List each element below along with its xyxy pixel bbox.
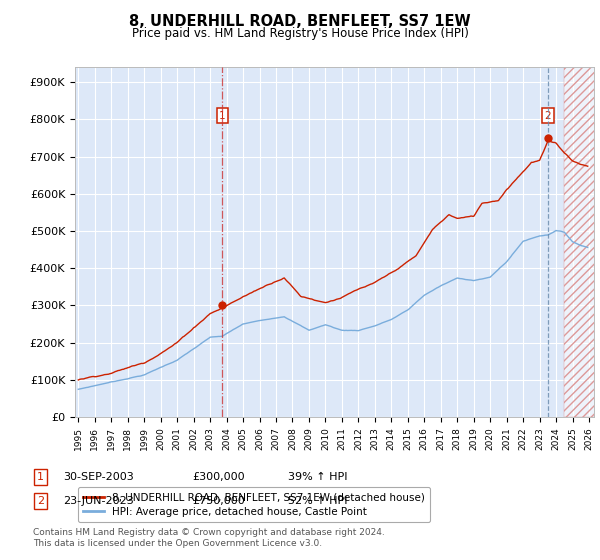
Text: 1: 1	[219, 111, 226, 120]
Text: 30-SEP-2003: 30-SEP-2003	[63, 472, 134, 482]
Text: £750,000: £750,000	[192, 496, 245, 506]
Bar	[565, 67, 597, 417]
Text: £300,000: £300,000	[192, 472, 245, 482]
Text: 2: 2	[37, 496, 44, 506]
Text: 23-JUN-2023: 23-JUN-2023	[63, 496, 134, 506]
Text: 8, UNDERHILL ROAD, BENFLEET, SS7 1EW: 8, UNDERHILL ROAD, BENFLEET, SS7 1EW	[129, 14, 471, 29]
Text: Contains HM Land Registry data © Crown copyright and database right 2024.
This d: Contains HM Land Registry data © Crown c…	[33, 528, 385, 548]
Text: 52% ↑ HPI: 52% ↑ HPI	[288, 496, 347, 506]
Text: 39% ↑ HPI: 39% ↑ HPI	[288, 472, 347, 482]
Text: 1: 1	[37, 472, 44, 482]
Legend: 8, UNDERHILL ROAD, BENFLEET, SS7 1EW (detached house), HPI: Average price, detac: 8, UNDERHILL ROAD, BENFLEET, SS7 1EW (de…	[77, 487, 430, 522]
Text: 2: 2	[545, 111, 551, 120]
Text: Price paid vs. HM Land Registry's House Price Index (HPI): Price paid vs. HM Land Registry's House …	[131, 27, 469, 40]
Bar	[565, 67, 597, 417]
